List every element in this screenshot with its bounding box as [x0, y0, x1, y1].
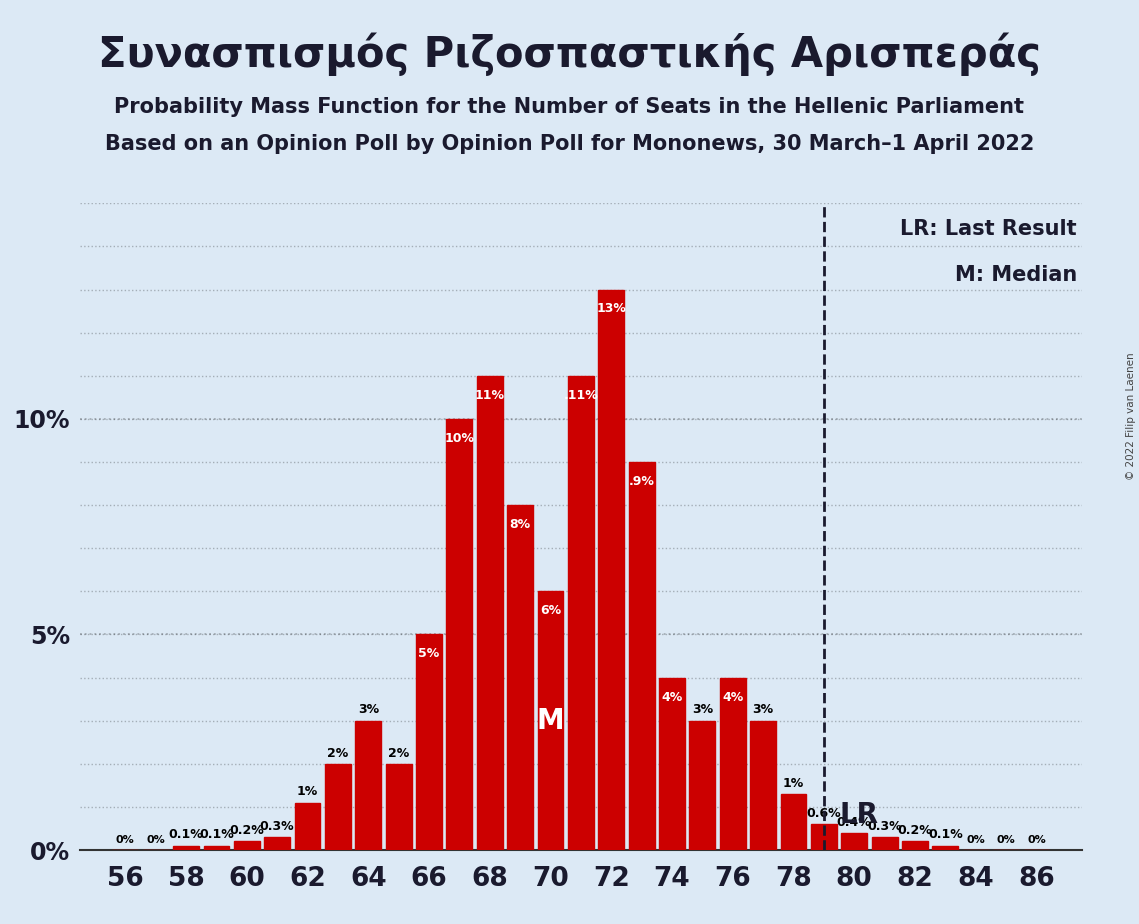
Text: 11%: 11%: [475, 389, 505, 402]
Text: 13%: 13%: [597, 302, 626, 315]
Bar: [173, 845, 199, 850]
Bar: [386, 764, 411, 850]
Text: 8%: 8%: [509, 518, 531, 531]
Text: 0%: 0%: [1027, 835, 1046, 845]
Text: 0.3%: 0.3%: [260, 820, 295, 833]
Bar: [446, 419, 473, 850]
Text: M: M: [536, 707, 564, 735]
Bar: [568, 376, 593, 850]
Bar: [325, 764, 351, 850]
Text: 6%: 6%: [540, 604, 562, 617]
Text: .9%: .9%: [629, 475, 655, 488]
Bar: [902, 842, 928, 850]
Text: 0%: 0%: [116, 835, 134, 845]
Bar: [659, 677, 685, 850]
Text: 4%: 4%: [722, 690, 744, 703]
Text: 1%: 1%: [782, 777, 804, 790]
Bar: [933, 845, 958, 850]
Bar: [842, 833, 867, 850]
Bar: [598, 289, 624, 850]
Text: 0.3%: 0.3%: [867, 820, 902, 833]
Text: 2%: 2%: [388, 747, 409, 760]
Bar: [780, 794, 806, 850]
Text: LR: Last Result: LR: Last Result: [901, 220, 1077, 239]
Bar: [233, 842, 260, 850]
Text: 0.2%: 0.2%: [229, 824, 264, 837]
Bar: [538, 591, 564, 850]
Text: 2%: 2%: [327, 747, 349, 760]
Bar: [629, 462, 655, 850]
Text: 1%: 1%: [297, 785, 318, 798]
Bar: [720, 677, 746, 850]
Text: 0.1%: 0.1%: [199, 829, 233, 842]
Text: 4%: 4%: [662, 690, 682, 703]
Text: © 2022 Filip van Laenen: © 2022 Filip van Laenen: [1126, 352, 1136, 480]
Bar: [416, 635, 442, 850]
Text: 3%: 3%: [358, 703, 379, 716]
Text: Based on an Opinion Poll by Opinion Poll for Mononews, 30 March–1 April 2022: Based on an Opinion Poll by Opinion Poll…: [105, 134, 1034, 154]
Bar: [811, 824, 837, 850]
Text: 0%: 0%: [146, 835, 165, 845]
Bar: [689, 721, 715, 850]
Bar: [295, 803, 320, 850]
Text: 0.2%: 0.2%: [898, 824, 933, 837]
Bar: [507, 505, 533, 850]
Text: Probability Mass Function for the Number of Seats in the Hellenic Parliament: Probability Mass Function for the Number…: [115, 97, 1024, 117]
Text: 10%: 10%: [444, 432, 475, 444]
Text: 0.6%: 0.6%: [806, 807, 842, 820]
Bar: [871, 837, 898, 850]
Text: M: Median: M: Median: [954, 265, 1077, 285]
Text: 3%: 3%: [691, 703, 713, 716]
Bar: [751, 721, 776, 850]
Bar: [355, 721, 382, 850]
Text: 3%: 3%: [753, 703, 773, 716]
Text: LR: LR: [839, 800, 878, 829]
Text: Συνασπισμός Ριζοσπαστικής Αρισπεράς: Συνασπισμός Ριζοσπαστικής Αρισπεράς: [98, 32, 1041, 76]
Text: .11%: .11%: [564, 389, 598, 402]
Bar: [204, 845, 229, 850]
Text: 0.1%: 0.1%: [928, 829, 962, 842]
Text: 0%: 0%: [997, 835, 1016, 845]
Text: 0%: 0%: [966, 835, 985, 845]
Text: 5%: 5%: [418, 648, 440, 661]
Bar: [477, 376, 502, 850]
Bar: [264, 837, 290, 850]
Text: 0.1%: 0.1%: [169, 829, 204, 842]
Text: 0.4%: 0.4%: [837, 816, 871, 829]
